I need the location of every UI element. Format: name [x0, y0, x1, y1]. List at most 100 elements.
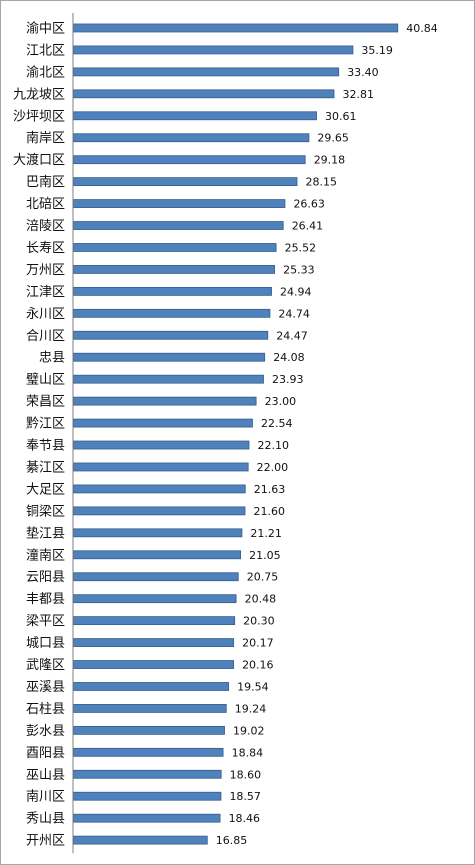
- category-label: 云阳县: [26, 570, 65, 585]
- bar: [73, 638, 235, 647]
- value-label: 22.10: [257, 439, 289, 452]
- bar: [73, 89, 335, 99]
- value-label: 22.00: [257, 461, 289, 474]
- category-label: 渝中区: [26, 20, 65, 36]
- bar: [73, 396, 257, 406]
- category-label: 北碚区: [26, 197, 65, 212]
- value-label: 33.40: [347, 66, 379, 79]
- category-label: 大足区: [26, 482, 65, 497]
- category-label: 黔江区: [26, 417, 65, 432]
- bar: [73, 45, 354, 55]
- value-label: 35.19: [361, 44, 393, 57]
- value-label: 29.18: [314, 154, 346, 167]
- category-label: 荣昌区: [26, 395, 65, 410]
- value-label: 21.60: [254, 505, 286, 518]
- value-label: 21.05: [249, 549, 281, 562]
- value-label: 19.24: [235, 702, 267, 715]
- value-label: 23.93: [272, 373, 304, 386]
- bar: [73, 155, 306, 165]
- bar: [73, 813, 221, 823]
- category-label: 丰都县: [26, 592, 65, 607]
- value-label: 20.30: [243, 615, 275, 628]
- bar: [73, 133, 310, 143]
- value-label: 21.63: [254, 483, 285, 496]
- category-label: 九龙坡区: [13, 87, 65, 102]
- value-label: 20.48: [245, 593, 277, 606]
- bar: [73, 67, 340, 77]
- value-label: 28.15: [306, 176, 338, 189]
- category-label: 沙坪坝区: [13, 109, 65, 124]
- value-label: 22.54: [261, 417, 293, 430]
- category-label: 彭水县: [26, 724, 65, 739]
- category-label: 长寿区: [26, 241, 65, 256]
- category-label: 璧山区: [26, 372, 65, 388]
- value-label: 24.08: [273, 351, 305, 364]
- bar: [73, 243, 277, 252]
- value-label: 20.75: [247, 571, 279, 584]
- bars-layer: [73, 23, 399, 845]
- bar: [73, 374, 264, 384]
- labels-layer: 渝中区 40.84 江北区 35.19 渝北区 33.40 九龙坡区 32.81 沙坪坝区 30.…: [13, 20, 438, 848]
- bar: [73, 747, 224, 757]
- category-label: 开州区: [26, 834, 65, 849]
- value-label: 19.54: [237, 680, 268, 693]
- bar: [73, 286, 272, 296]
- bar: [73, 682, 230, 691]
- bar: [73, 221, 284, 230]
- category-label: 江津区: [26, 285, 65, 300]
- bar: [73, 308, 271, 318]
- value-label: 18.60: [230, 768, 262, 781]
- value-label: 25.33: [283, 263, 315, 276]
- value-label: 40.84: [406, 22, 438, 35]
- bar: [73, 594, 237, 604]
- bar: [73, 528, 243, 538]
- value-label: 19.02: [233, 724, 265, 737]
- bar: [73, 418, 253, 428]
- value-label: 18.84: [232, 746, 264, 759]
- category-label: 铜梁区: [26, 504, 65, 519]
- category-label: 巴南区: [26, 174, 65, 190]
- bar: [73, 462, 249, 472]
- category-label: 巫山县: [26, 768, 65, 783]
- category-label: 武隆区: [26, 658, 65, 673]
- category-label: 秀山县: [26, 812, 65, 827]
- category-label: 涪陵区: [26, 219, 65, 234]
- bar: [73, 265, 276, 274]
- category-label: 潼南区: [26, 547, 65, 563]
- category-label: 忠县: [39, 351, 65, 366]
- value-label: 23.00: [265, 395, 297, 408]
- value-label: 20.17: [242, 637, 273, 650]
- bar: [73, 550, 242, 560]
- bar: [73, 199, 286, 208]
- value-label: 18.46: [229, 812, 260, 825]
- category-label: 垫江县: [26, 525, 65, 541]
- value-label: 18.57: [229, 790, 261, 803]
- value-label: 26.63: [293, 198, 325, 211]
- bar: [73, 725, 225, 735]
- bar: [73, 177, 298, 187]
- value-label: 29.65: [317, 132, 349, 145]
- category-label: 永川区: [26, 307, 65, 322]
- value-label: 25.52: [285, 241, 317, 254]
- value-label: 30.61: [325, 110, 357, 123]
- value-label: 20.16: [242, 659, 274, 672]
- value-label: 24.74: [278, 307, 310, 320]
- bar: [73, 111, 317, 121]
- value-label: 21.21: [250, 527, 282, 540]
- value-label: 16.85: [216, 834, 248, 847]
- category-label: 渝北区: [26, 64, 65, 80]
- category-label: 大渡口区: [13, 152, 65, 168]
- bar: [73, 835, 208, 845]
- bar: [73, 791, 222, 801]
- value-label: 26.41: [292, 220, 324, 233]
- bar: [73, 572, 239, 582]
- bar: [73, 616, 236, 626]
- bar: [73, 352, 266, 362]
- value-label: 32.81: [343, 88, 375, 101]
- category-label: 万州区: [26, 263, 65, 278]
- bar: [73, 440, 250, 450]
- category-label: 石柱县: [26, 702, 65, 717]
- bar: [73, 330, 269, 340]
